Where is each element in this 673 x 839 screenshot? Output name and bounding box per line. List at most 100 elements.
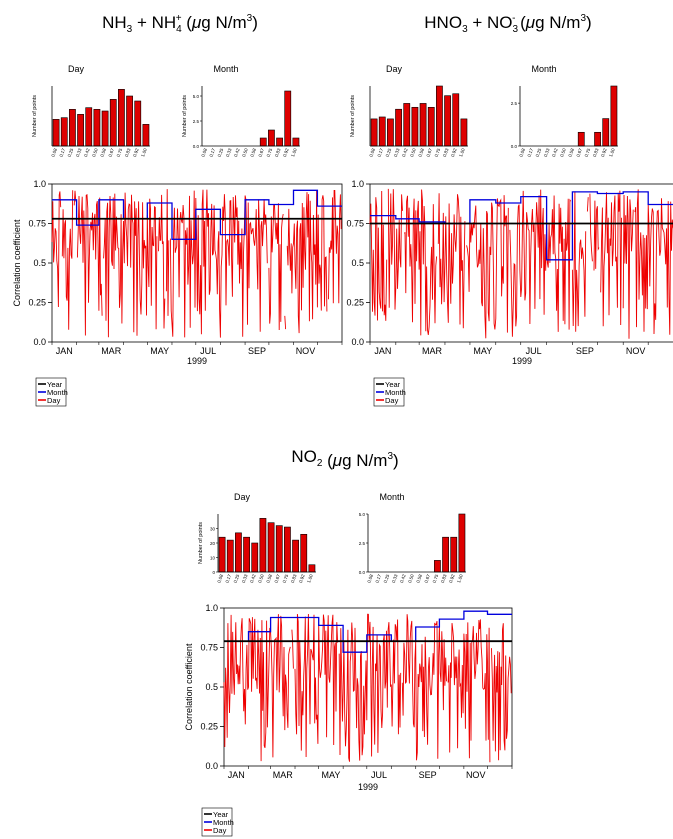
month-hist-bin-label: 0.92 <box>600 147 608 157</box>
day-series-segment <box>589 193 593 262</box>
day-hist-bar <box>267 522 275 573</box>
month-hist-bin-label: 0.42 <box>399 573 407 583</box>
month-hist-bar <box>577 131 585 147</box>
day-hist-bin-label: 0.08 <box>216 573 224 583</box>
day-hist-bar <box>460 118 468 147</box>
month-hist-bin-label: 0.17 <box>526 147 534 157</box>
x-axis-label: 1999 <box>512 356 532 366</box>
day-hist-ytick-label: 30 <box>210 527 216 532</box>
legend-label: Month <box>385 388 406 397</box>
x-axis-label: 1999 <box>358 782 378 792</box>
month-hist-bin-label: 0.75 <box>266 147 274 157</box>
month-hist-bin-label: 0.33 <box>543 147 551 157</box>
day-hist-ylabel: Number of points <box>32 95 38 137</box>
day-hist-bin-label: 0.42 <box>401 147 409 157</box>
day-hist-bin-label: 0.83 <box>442 147 450 157</box>
month-hist-bin-label: 0.92 <box>282 147 290 157</box>
day-hist-bin-label: 0.67 <box>107 147 115 157</box>
day-hist-bin-label: 1.00 <box>306 573 314 583</box>
y-tick-label: 0.75 <box>200 643 218 653</box>
y-tick-label: 0.5 <box>33 258 46 268</box>
day-hist-bin-label: 0.33 <box>393 147 401 157</box>
month-hist-bin-label: 1.00 <box>456 573 464 583</box>
day-series-segment <box>369 190 388 321</box>
day-hist-bin-label: 0.58 <box>99 147 107 157</box>
day-hist-bin-label: 0.25 <box>67 147 75 157</box>
day-series-segment <box>401 614 447 761</box>
day-hist-bar <box>226 539 234 573</box>
day-hist-title: Day <box>386 64 403 74</box>
day-hist-bin-label: 0.92 <box>298 573 306 583</box>
day-hist-bin-label: 0.83 <box>124 147 132 157</box>
month-hist-ytick-label: 0.0 <box>193 144 200 149</box>
month-hist-bar <box>292 137 300 147</box>
month-hist-bin-label: 0.50 <box>241 147 249 157</box>
day-hist-bar <box>378 116 386 147</box>
day-series-segment <box>466 195 509 339</box>
day-series-segment <box>447 619 491 763</box>
y-tick-label: 0.25 <box>200 722 218 732</box>
x-axis-label: 1999 <box>187 356 207 366</box>
main-plot: 0.0 0.25 0.5 0.75 1.0 JAN MAR MAY JUL SEP NOV 1999 <box>346 179 673 366</box>
month-hist-bin-label: 0.83 <box>440 573 448 583</box>
month-hist-title: Month <box>531 64 556 74</box>
day-hist-bin-label: 0.17 <box>376 147 384 157</box>
month-hist-bin-label: 0.08 <box>200 147 208 157</box>
month-hist-ytick-label: 2.5 <box>511 101 518 106</box>
month-hist-bar <box>268 129 275 147</box>
x-tick-label: MAY <box>321 770 340 780</box>
chart-title-part: 3 <box>247 13 253 24</box>
day-hist-bar <box>93 109 101 147</box>
day-series-segment <box>328 189 342 304</box>
day-hist-bin-label: 0.25 <box>233 573 241 583</box>
month-hist-bin-label: 0.83 <box>592 147 600 157</box>
chart-title-part: μ <box>332 451 343 470</box>
month-hist-bin-label: 0.17 <box>208 147 216 157</box>
day-series-segment <box>284 315 287 330</box>
x-tick-label: SEP <box>576 346 594 356</box>
day-series-segment <box>73 190 77 206</box>
main-plot: 0.0 0.25 0.5 0.75 1.0 Correlation coefficient… <box>12 179 343 366</box>
chart-title-part: μ <box>191 13 202 32</box>
day-hist-bar <box>395 108 402 147</box>
month-hist-bin-label: 0.42 <box>233 147 241 157</box>
day-hist-bin-label: 0.17 <box>224 573 232 583</box>
day-hist-bar <box>411 106 419 147</box>
month-series-line <box>370 191 673 261</box>
chart-title-part: 4 <box>176 24 182 35</box>
y-tick-label: 0.0 <box>351 337 364 347</box>
legend-label: Month <box>213 818 234 827</box>
day-hist-bar <box>251 542 259 573</box>
month-series-line <box>52 189 342 240</box>
month-hist-ylabel: Number of points <box>182 95 188 137</box>
month-hist-bar <box>434 560 441 573</box>
month-hist-bin-label: 0.92 <box>448 573 456 583</box>
x-tick-label: MAR <box>422 346 443 356</box>
x-tick-label: JUL <box>200 346 216 356</box>
day-hist-bar <box>284 526 291 573</box>
y-tick-label: 1.0 <box>205 603 218 613</box>
month-hist-bar <box>284 90 292 147</box>
day-series-segment <box>338 613 402 762</box>
chart-title-part: 2 <box>317 458 323 469</box>
day-hist-title: Day <box>68 64 85 74</box>
chart-title-part: 3 <box>387 451 393 462</box>
x-tick-label: JUL <box>371 770 387 780</box>
day-series-segment <box>586 197 589 212</box>
chart-title-part: + <box>176 13 182 24</box>
y-axis-label: Correlation coefficient <box>184 643 194 730</box>
month-hist-bin-label: 1.00 <box>608 147 616 157</box>
legend-label: Year <box>213 810 229 819</box>
day-hist-bar <box>300 533 308 573</box>
chart-title-part: 3 <box>127 24 133 35</box>
month-hist-ytick-label: 2.5 <box>193 119 200 124</box>
day-hist-bin-label: 0.92 <box>450 147 458 157</box>
day-series-segment <box>291 629 294 669</box>
